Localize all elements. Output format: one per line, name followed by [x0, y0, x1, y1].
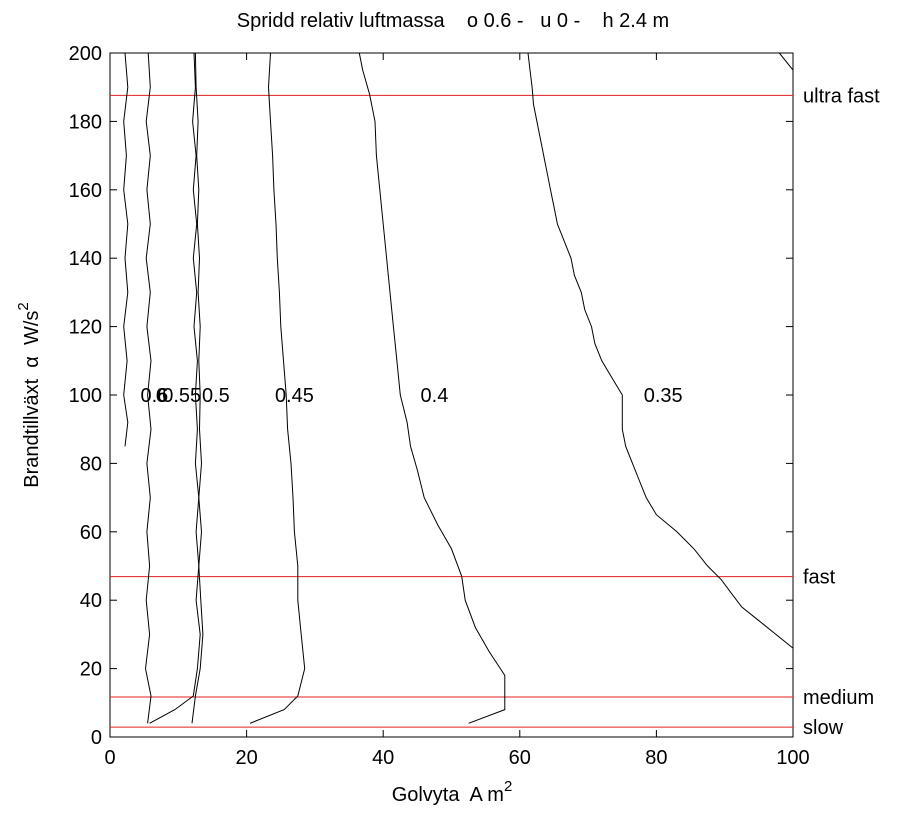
contour-line-0.45 [249, 52, 306, 724]
contour-line-0.35 [527, 52, 794, 649]
reference-label-ultra-fast: ultra fast [803, 85, 880, 107]
x-tick-label: 0 [104, 747, 115, 769]
reference-label-medium: medium [803, 687, 874, 709]
contour-label-0.35: 0.35 [644, 385, 683, 407]
contour-label-0.4: 0.4 [421, 385, 449, 407]
x-tick-label: 60 [509, 747, 531, 769]
contour-line-0.4 [358, 52, 506, 724]
contour-line-0.55 [149, 52, 201, 724]
y-tick-label: 200 [69, 43, 102, 65]
contour-label-0.6: 0.6 [140, 385, 168, 407]
x-tick-label: 80 [645, 747, 667, 769]
contour-label-0.55: 0.55 [162, 385, 201, 407]
x-tick-label: 20 [235, 747, 257, 769]
contour-line-0.6 [123, 52, 129, 447]
x-axis-label: Golvyta A m2 [392, 778, 513, 806]
y-axis-label-sup: 2 [15, 302, 32, 310]
y-tick-label: 140 [69, 248, 102, 270]
chart-title: Spridd relativ luftmassa o 0.6 - u 0 - h… [237, 10, 669, 32]
contour-line-unlabeled [778, 52, 794, 71]
y-tick-label: 180 [69, 111, 102, 133]
y-tick-label: 40 [80, 590, 102, 612]
reference-label-fast: fast [803, 567, 836, 589]
y-axis-label: Brandtillväxt α W/s2 [15, 302, 43, 488]
x-axis-label-text: Golvyta A m [392, 784, 504, 806]
contour-line-0.5 [191, 52, 204, 724]
y-tick-label: 80 [80, 453, 102, 475]
y-tick-label: 100 [69, 385, 102, 407]
x-axis-label-sup: 2 [504, 778, 512, 795]
y-tick-label: 120 [69, 317, 102, 339]
y-tick-label: 0 [91, 727, 102, 749]
y-tick-label: 60 [80, 522, 102, 544]
contour-label-0.45: 0.45 [275, 385, 314, 407]
contour-label-0.5: 0.5 [202, 385, 230, 407]
x-tick-label: 40 [372, 747, 394, 769]
reference-label-slow: slow [803, 717, 844, 739]
x-tick-label: 100 [776, 747, 809, 769]
contour-label-6: 6 [156, 385, 167, 407]
plot-area: 0 20 40 60 80 100 0 20 40 60 80 100 120 140 160 180 200 u… [69, 43, 881, 769]
y-tick-label: 20 [80, 659, 102, 681]
y-tick-label: 160 [69, 180, 102, 202]
contour-line-6 [144, 52, 152, 724]
y-axis-label-text: Brandtillväxt α W/s [21, 311, 43, 488]
